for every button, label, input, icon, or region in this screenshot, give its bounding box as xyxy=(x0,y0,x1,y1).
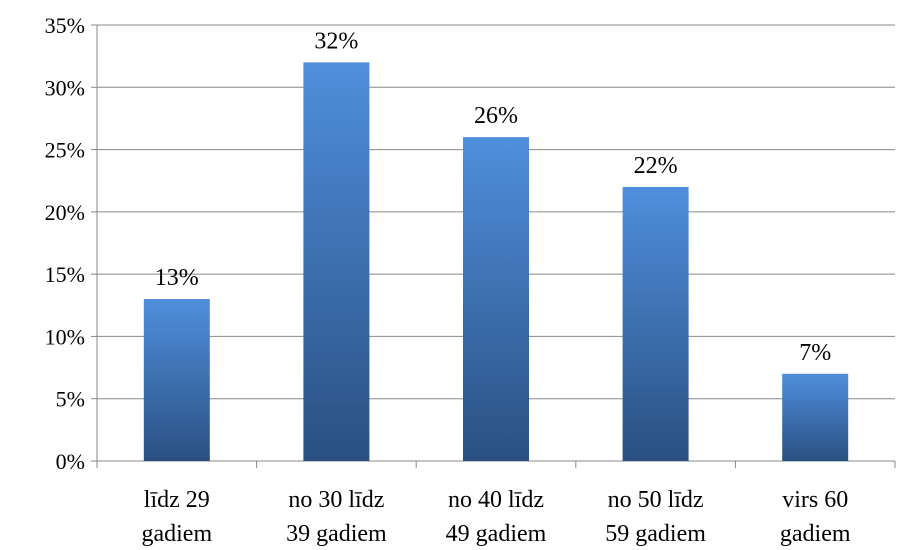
labels: 0% 5% 10% 15% 20% 25% 30% 35% 13% līdz 29 gadiem 32… xyxy=(45,13,851,547)
x-category-label: no 50 līdz 59 gadiem xyxy=(605,487,706,547)
data-label: 7% xyxy=(799,340,831,366)
data-label: 13% xyxy=(155,265,199,291)
bar xyxy=(622,186,689,461)
x-category-label: virs 60 gadiem xyxy=(780,487,851,547)
data-label: 22% xyxy=(634,153,678,179)
bar xyxy=(303,62,370,461)
x-category-label: no 40 līdz 49 gadiem xyxy=(446,487,547,547)
data-label: 26% xyxy=(474,103,518,129)
y-tick-label: 15% xyxy=(45,262,85,287)
y-tick-label: 0% xyxy=(56,449,85,474)
bar xyxy=(782,373,849,461)
y-tick-label: 25% xyxy=(45,138,85,163)
y-tick-label: 20% xyxy=(45,200,85,225)
bars xyxy=(143,62,849,461)
y-tick-label: 5% xyxy=(56,387,85,412)
bar xyxy=(463,137,529,461)
x-category-label: no 30 līdz 39 gadiem xyxy=(286,487,387,547)
y-tick-label: 30% xyxy=(45,75,85,100)
y-tick-label: 35% xyxy=(45,13,85,38)
y-tick-label: 10% xyxy=(45,324,85,349)
bar xyxy=(143,299,210,461)
x-category-label: līdz 29 gadiem xyxy=(141,487,212,547)
data-label: 32% xyxy=(314,28,358,54)
